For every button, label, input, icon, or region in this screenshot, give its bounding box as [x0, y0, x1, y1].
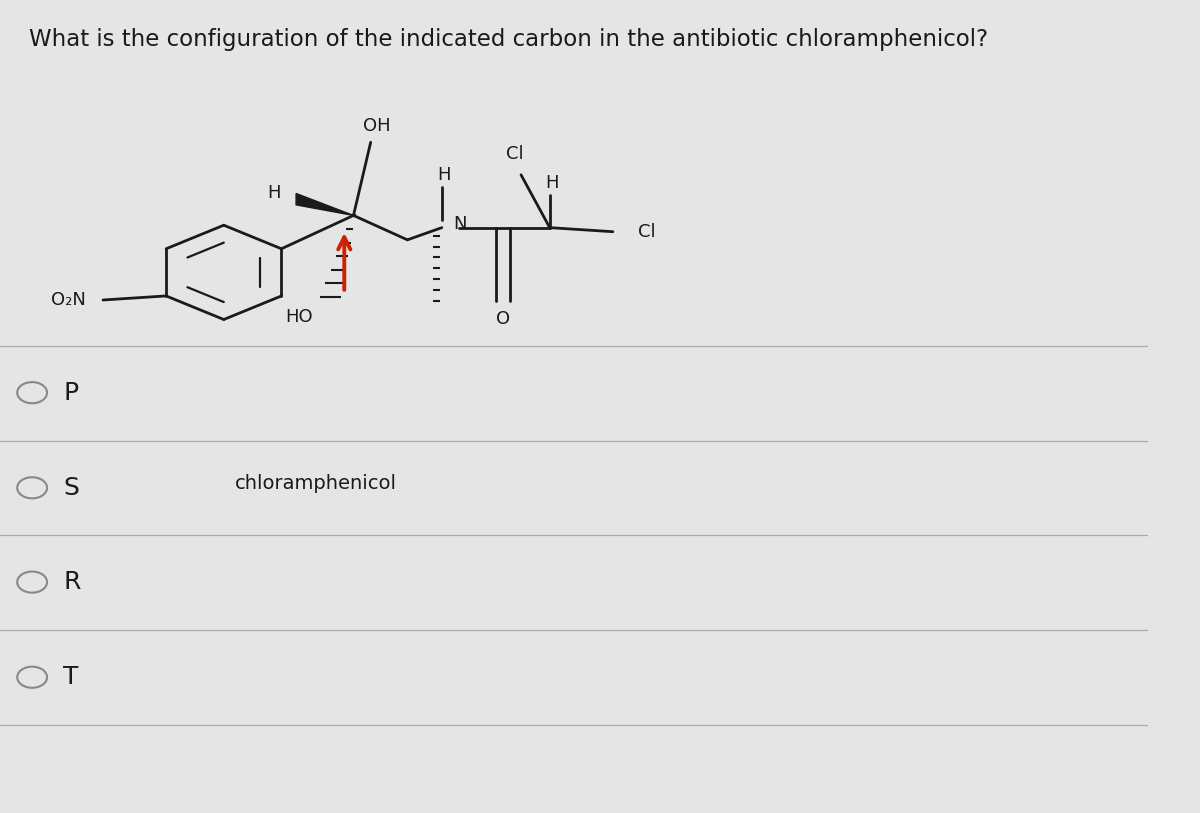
Text: T: T [64, 665, 78, 689]
Text: Cl: Cl [638, 223, 655, 241]
Text: Cl: Cl [506, 146, 524, 163]
Text: O: O [496, 310, 510, 328]
Text: O₂N: O₂N [50, 291, 86, 309]
Polygon shape [296, 193, 354, 215]
Text: HO: HO [286, 308, 313, 326]
Text: R: R [64, 570, 80, 594]
Text: H: H [268, 184, 281, 202]
Text: P: P [64, 380, 78, 405]
Text: S: S [64, 476, 79, 500]
Text: N: N [454, 215, 467, 233]
Text: chloramphenicol: chloramphenicol [234, 474, 396, 493]
Text: H: H [545, 174, 559, 192]
Text: What is the configuration of the indicated carbon in the antibiotic chlorampheni: What is the configuration of the indicat… [29, 28, 988, 51]
Text: H: H [437, 166, 451, 184]
Text: OH: OH [362, 117, 390, 135]
